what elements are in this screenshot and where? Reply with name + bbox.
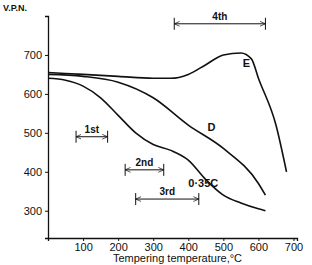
x-tick: 200 (109, 238, 127, 253)
x-tick: 600 (250, 238, 268, 253)
range-arrow (174, 23, 265, 24)
x-tick-label: 600 (250, 241, 268, 253)
x-axis-title: Tempering temperature,°C (113, 252, 242, 264)
x-tick-label: 300 (145, 241, 163, 253)
x-axis: 100 200 300 400 500 600 700 (49, 238, 304, 253)
range-annotations: 1st 2nd 3rd 4th (76, 11, 265, 205)
curve-labels: E D 0·35C (188, 57, 250, 190)
y-tick: 600 (24, 88, 48, 100)
range-end (107, 131, 108, 143)
range-end (163, 164, 164, 176)
x-tick: 700 (285, 238, 303, 253)
x-tick-label: 400 (180, 241, 198, 253)
range-label: 2nd (136, 157, 154, 168)
range-end (125, 164, 126, 176)
y-tick-label: 500 (24, 127, 42, 139)
chart-svg: 100 200 300 400 500 600 700 300 400 500 600 700 E D 0·… (0, 0, 312, 265)
range-end (135, 193, 136, 205)
curve-label: E (243, 57, 250, 69)
range-arrow (136, 199, 199, 200)
y-axis: 300 400 500 600 700 (24, 17, 49, 239)
y-tick: 700 (24, 49, 48, 61)
range-end (265, 18, 266, 30)
range-end (76, 131, 77, 143)
range-end (174, 18, 175, 30)
x-tick: 100 (74, 238, 92, 253)
y-tick-mark (45, 211, 48, 212)
range-end (198, 193, 199, 205)
y-tick-label: 700 (24, 49, 42, 61)
x-tick: 500 (215, 238, 233, 253)
x-tick-label: 700 (285, 241, 303, 253)
y-tick-mark (45, 172, 48, 173)
curve-label: 0·35C (188, 177, 218, 189)
x-tick-label: 200 (109, 241, 127, 253)
y-tick-label: 300 (24, 205, 42, 217)
curve (48, 74, 265, 195)
curve (48, 53, 286, 172)
chart-container: 100 200 300 400 500 600 700 300 400 500 600 700 E D 0·… (0, 0, 312, 265)
range-label: 4th (212, 11, 227, 22)
y-tick: 400 (24, 166, 48, 178)
y-axis-title: V.P.N. (3, 3, 27, 13)
y-tick-label: 600 (24, 88, 42, 100)
x-tick-label: 500 (215, 241, 233, 253)
x-tick: 400 (180, 238, 198, 253)
curve-label: D (208, 121, 216, 133)
y-tick: 500 (24, 127, 48, 139)
range-arrow (76, 136, 108, 137)
y-tick-label: 400 (24, 166, 42, 178)
range-arrow (125, 169, 164, 170)
range-label: 3rd (159, 186, 175, 197)
plot: 100 200 300 400 500 600 700 300 400 500 600 700 E D 0·… (24, 11, 304, 253)
y-tick-mark (45, 94, 48, 95)
y-tick-mark (45, 133, 48, 134)
range-label: 1st (85, 124, 100, 135)
y-tick-mark (45, 55, 48, 56)
x-tick-label: 100 (74, 241, 92, 253)
y-axis-line (45, 17, 49, 239)
curves (48, 53, 286, 211)
curve (48, 78, 265, 210)
x-tick: 300 (145, 238, 163, 253)
y-tick: 300 (24, 205, 48, 217)
